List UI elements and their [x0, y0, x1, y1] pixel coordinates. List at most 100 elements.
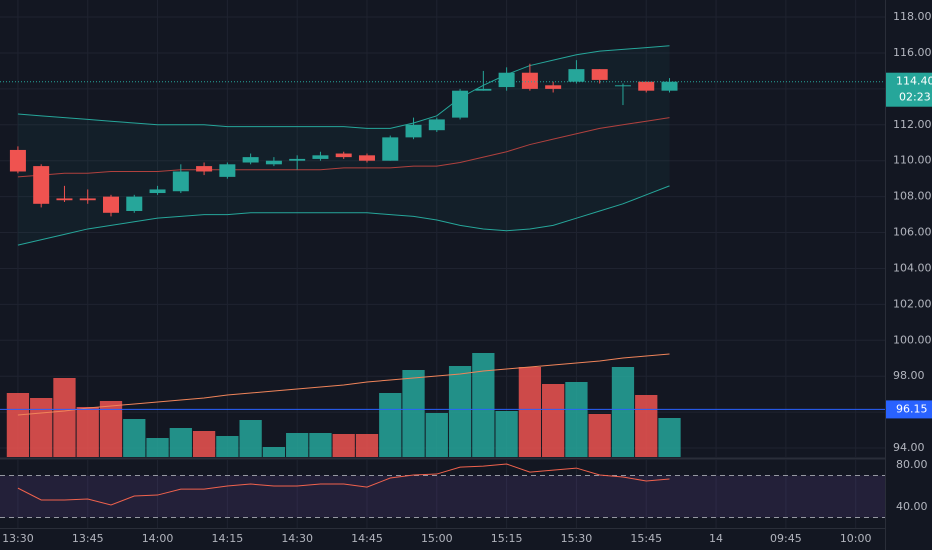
indicator-line: [17, 45, 670, 129]
y-tick-label: 98.00: [893, 369, 925, 382]
volume-bar: [169, 428, 192, 457]
volume-bar: [355, 434, 379, 457]
rsi-line: [17, 463, 670, 506]
volume-bar: [192, 431, 216, 457]
candle-body: [568, 69, 585, 82]
volume-bar: [146, 438, 169, 457]
volume-bar: [53, 378, 76, 457]
candle-body: [289, 158, 306, 161]
candle-body: [172, 171, 189, 192]
volume-bar: [402, 370, 425, 457]
volume-bar: [565, 382, 588, 457]
candle-body: [545, 85, 562, 89]
candle-body: [33, 166, 50, 204]
volume-bar: [448, 366, 472, 457]
volume-bar: [379, 393, 402, 457]
y-tick-label: 112.00: [893, 118, 932, 131]
indicator-line: [17, 185, 670, 246]
x-tick-label: 14:45: [351, 532, 383, 545]
y-tick-label: 94.00: [893, 441, 925, 454]
volume-bar: [472, 353, 495, 457]
band-background: [0, 475, 885, 518]
candle-body: [219, 164, 236, 177]
y-tick-label: 102.00: [893, 297, 932, 310]
volume-bar: [239, 420, 262, 457]
x-tick-label: 14: [709, 532, 723, 545]
volume-ma-line: [17, 353, 670, 416]
countdown-label: 02:23: [899, 91, 931, 104]
candle-body: [149, 189, 166, 194]
volume-bar: [262, 447, 286, 457]
x-tick-label: 09:45: [770, 532, 802, 545]
volume-bar: [495, 411, 518, 457]
volume-bar: [99, 401, 123, 457]
candle-body: [428, 119, 445, 131]
candle-body: [521, 72, 538, 89]
y-tick-label: 108.00: [893, 190, 932, 203]
y-tick-label: 40.00: [896, 500, 928, 513]
candle-body: [358, 155, 375, 161]
volume-bar: [332, 434, 355, 457]
x-tick-label: 15:45: [630, 532, 662, 545]
candle-body: [196, 166, 213, 172]
indicator-line: [17, 117, 670, 178]
y-tick-label: 116.00: [893, 46, 932, 59]
candle-body: [382, 137, 399, 161]
volume-bar: [309, 433, 332, 457]
candle-body: [475, 88, 492, 91]
candle-body: [405, 124, 422, 138]
volume-bar: [658, 418, 681, 457]
y-tick-label: 80.00: [896, 458, 928, 471]
volume-bar: [6, 393, 30, 457]
volume-bar: [123, 419, 146, 457]
volume-bar: [635, 395, 658, 457]
candle-body: [126, 196, 143, 211]
x-tick-label: 14:15: [212, 532, 244, 545]
volume-bar: [286, 433, 309, 457]
candle-body: [335, 153, 352, 158]
candle-body: [56, 198, 73, 201]
candle-body: [614, 85, 631, 87]
volume-bar: [425, 413, 448, 457]
candle-body: [661, 81, 678, 91]
y-tick-label: 118.00: [893, 10, 932, 23]
candle-body: [103, 196, 120, 213]
last-price-tag: [886, 72, 932, 107]
volume-bar: [588, 414, 611, 457]
volume-bar: [518, 367, 542, 457]
volume-bar: [542, 384, 565, 457]
candle-body: [242, 157, 259, 163]
candle-body: [9, 149, 26, 172]
x-tick-label: 13:30: [2, 532, 34, 545]
y-tick-label: 104.00: [893, 261, 932, 274]
candle-body: [312, 155, 329, 159]
x-tick-label: 13:45: [72, 532, 104, 545]
band-fill: [17, 45, 670, 246]
volume-bar: [76, 407, 99, 457]
candle-body: [638, 81, 655, 91]
candle-body: [591, 69, 608, 80]
y-tick-label: 100.00: [893, 333, 932, 346]
x-tick-label: 15:00: [421, 532, 453, 545]
candle-body: [265, 160, 282, 165]
x-tick-label: 14:00: [142, 532, 174, 545]
candle-body: [498, 72, 515, 88]
plot-layer: [0, 0, 885, 528]
x-tick-label: 10:00: [840, 532, 872, 545]
volume-bar: [30, 398, 53, 457]
last-price-label: 114.40: [896, 75, 932, 88]
volume-bar: [611, 367, 635, 457]
y-tick-label: 106.00: [893, 226, 932, 239]
y-tick-label: 110.00: [893, 154, 932, 167]
volume-bar: [216, 436, 239, 457]
candle-body: [79, 198, 96, 201]
marker-tag: [886, 400, 932, 419]
marker-label: 96.15: [896, 402, 928, 415]
x-tick-label: 14:30: [281, 532, 313, 545]
candle-body: [452, 90, 469, 118]
x-tick-label: 15:15: [491, 532, 523, 545]
x-tick-label: 15:30: [561, 532, 593, 545]
